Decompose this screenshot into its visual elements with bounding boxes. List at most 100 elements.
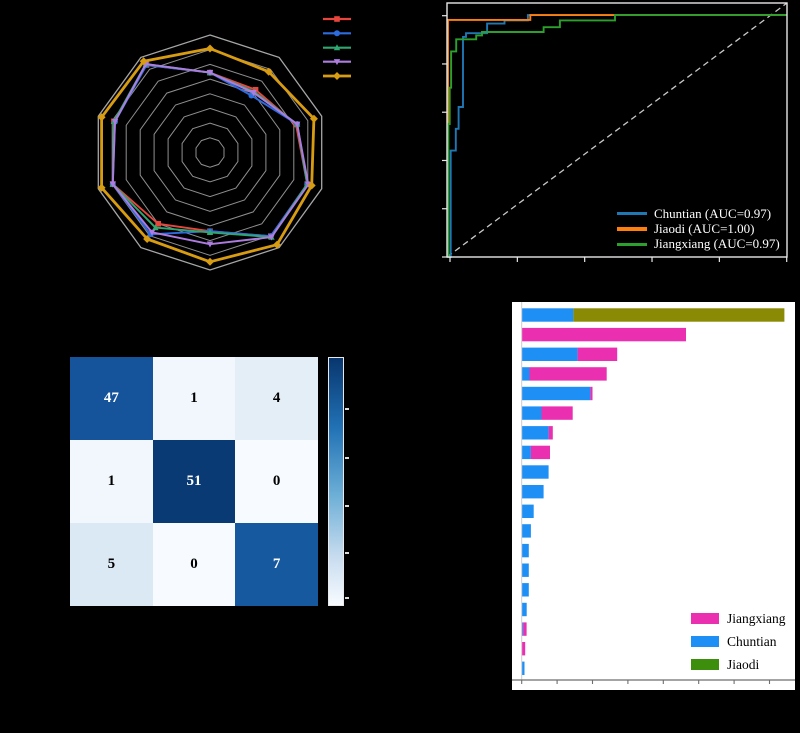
matrix-cell-value: 0: [190, 556, 198, 572]
bar-segment-chuntian: [521, 661, 525, 675]
stacked-bar-panel: [512, 302, 795, 690]
radar-series-series-gold: [97, 44, 318, 266]
matrix-cell-value: 47: [103, 390, 119, 406]
radar-marker-square: [334, 16, 340, 22]
matrix-cell: 4: [235, 357, 318, 440]
radar-marker-square: [155, 220, 162, 227]
radar-legend-item: [323, 59, 351, 66]
radar-marker-triangle-down: [293, 121, 301, 128]
bar-legend-label: Jiaodi: [727, 656, 760, 672]
bar-segment-jiangxiang: [541, 406, 573, 420]
bar-segment-chuntian: [521, 543, 529, 558]
matrix-cell-value: 51: [186, 473, 202, 489]
bar-legend-item: Chuntian: [691, 630, 786, 653]
matrix-cell: 1: [152, 357, 236, 440]
bar-segment-jiangxiang: [523, 622, 527, 636]
radar-marker-triangle-up: [206, 229, 214, 235]
bar-segment-jiaodi: [573, 308, 785, 322]
bar-segment-chuntian: [521, 308, 574, 322]
radar-marker-diamond: [264, 67, 273, 76]
radar-marker-diamond: [206, 257, 214, 266]
radar-marker-diamond: [206, 44, 214, 53]
bar-segment-jiangxiang: [548, 426, 553, 440]
bar-legend-label: Jiangxiang: [727, 610, 786, 626]
roc-legend-line-swatch: [617, 227, 647, 231]
bar-segment-chuntian: [521, 347, 578, 361]
matrix-cell: 7: [235, 523, 318, 606]
colorbar-tick: [345, 408, 349, 410]
radar-marker-diamond: [333, 72, 341, 80]
radar-marker-triangle-down: [250, 90, 257, 97]
radar-marker-triangle-down: [268, 234, 275, 241]
radar-marker-diamond: [307, 181, 316, 190]
bar-segment-jiangxiang: [529, 367, 607, 381]
roc-legend-item: Chuntian (AUC=0.97): [617, 206, 780, 221]
matrix-cell: 47: [70, 357, 153, 440]
bar-segment-chuntian: [521, 563, 529, 577]
bar-axes-background: [512, 302, 795, 690]
matrix-cell-value: 7: [272, 556, 281, 572]
radar-marker-square: [252, 86, 259, 93]
colorbar-tick: [345, 505, 349, 507]
roc-axes-frame: [446, 2, 788, 258]
roc-legend-label: Jiangxiang (AUC=0.97): [654, 236, 780, 252]
bar-legend-label: Chuntian: [727, 633, 777, 649]
radar-marker-diamond: [97, 183, 106, 192]
radar-marker-diamond: [139, 57, 148, 66]
radar-marker-triangle-up: [333, 44, 341, 51]
matrix-cell-value: 1: [107, 473, 116, 489]
radar-marker-diamond: [272, 240, 281, 249]
roc-legend-line-swatch: [617, 211, 647, 216]
bar-segment-jiangxiang: [521, 642, 526, 656]
matrix-cell: 5: [70, 523, 153, 606]
bar-segment-chuntian: [521, 367, 530, 381]
roc-legend-label: Jiaodi (AUC=1.00): [654, 220, 755, 236]
radar-marker-triangle-down: [206, 70, 214, 76]
bar-segment-chuntian: [521, 445, 531, 460]
radar-panel: [97, 16, 351, 271]
matrix-cell-value: 4: [272, 390, 281, 406]
bar-legend-color-patch: [691, 636, 719, 647]
radar-grid-ring: [195, 137, 225, 168]
radar-marker-triangle-down: [148, 229, 156, 236]
bar-segment-jiangxiang: [521, 327, 686, 342]
roc-chance-diagonal: [446, 2, 788, 258]
radar-legend-item: [323, 16, 351, 22]
bar-segment-chuntian: [521, 602, 527, 617]
roc-legend: Chuntian (AUC=0.97) Jiaodi (AUC=1.00) Ji…: [617, 206, 780, 252]
radar-marker-circle: [334, 30, 340, 37]
roc-panel: [442, 2, 788, 262]
radar-grid-ring: [167, 107, 253, 198]
bar-legend-item: Jiaodi: [691, 653, 786, 676]
radar-grid-ring: [125, 63, 295, 242]
bar-chart-legend: Jiangxiang Chuntian Jiaodi: [691, 607, 786, 676]
bar-segment-jiangxiang: [577, 347, 618, 361]
bar-segment-chuntian: [521, 504, 534, 518]
radar-marker-triangle-down: [111, 119, 119, 126]
bar-segment-chuntian: [521, 583, 529, 597]
radar-marker-triangle-down: [109, 181, 116, 188]
colorbar: [328, 357, 344, 606]
radar-grid-ring: [181, 122, 239, 183]
matrix-cell: 0: [152, 523, 236, 606]
roc-legend-item: Jiangxiang (AUC=0.97): [617, 236, 780, 252]
colorbar-tick: [345, 552, 349, 554]
radar-marker-triangle-down: [206, 241, 214, 248]
bar-segment-jiangxiang: [530, 445, 550, 460]
bar-segment-chuntian: [521, 622, 524, 636]
matrix-cell-value: 0: [272, 473, 281, 489]
roc-curve-jiangxiang: [447, 14, 787, 258]
roc-legend-line-swatch: [617, 242, 647, 246]
radar-series-line: [111, 64, 309, 238]
radar-marker-triangle-down: [333, 59, 341, 66]
bar-legend-color-patch: [691, 659, 719, 670]
radar-legend-item: [323, 44, 351, 51]
radar-series-line: [111, 63, 310, 246]
matrix-cell: 51: [152, 440, 236, 523]
radar-legend-item: [323, 72, 351, 80]
matrix-cell: 0: [235, 440, 318, 523]
colorbar-tick: [345, 597, 349, 599]
radar-legend-item: [323, 30, 351, 37]
bar-segment-chuntian: [521, 524, 531, 538]
